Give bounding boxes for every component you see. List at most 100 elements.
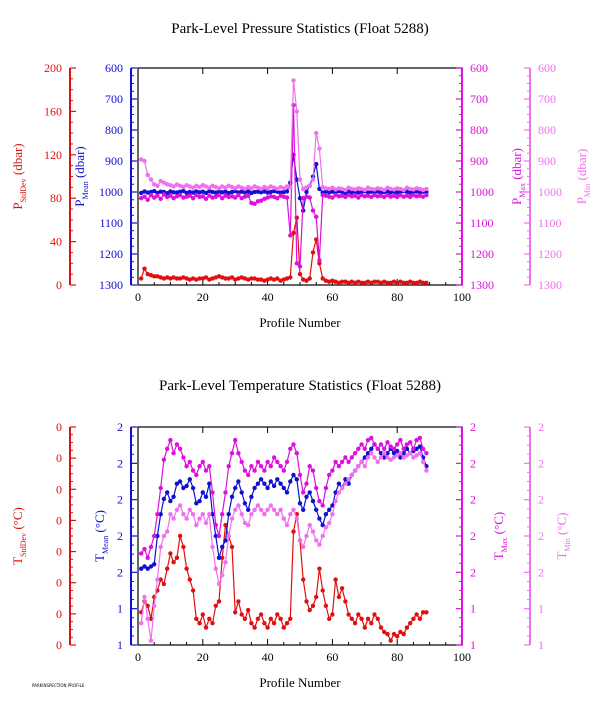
data-point-min xyxy=(375,459,380,465)
data-point-min xyxy=(333,498,338,504)
data-point-mean xyxy=(349,190,354,195)
data-point-max xyxy=(177,446,183,451)
axis-label-main: P xyxy=(509,198,524,205)
data-point-mean xyxy=(288,479,293,484)
chart-panel-2: Park-Level Temperature Statistics (Float… xyxy=(10,378,572,690)
data-point-min xyxy=(417,451,423,456)
data-point-max xyxy=(233,437,238,443)
data-point-min xyxy=(378,455,384,460)
data-point-max xyxy=(148,544,154,550)
data-point-max xyxy=(168,193,173,198)
data-point-max xyxy=(408,440,413,445)
data-point-max xyxy=(301,490,306,495)
data-point-min xyxy=(346,477,351,482)
data-point-stddev xyxy=(145,271,150,277)
y-axis-label-stddev: PStdDev (dbar) xyxy=(10,143,28,209)
data-point-max xyxy=(352,451,358,456)
data-point-min xyxy=(216,581,222,587)
axis-label-main: T xyxy=(554,552,569,560)
data-point-stddev xyxy=(249,621,254,626)
data-point-mean xyxy=(177,189,183,194)
data-point-stddev xyxy=(388,638,393,643)
data-point-min xyxy=(236,184,241,189)
series-max xyxy=(139,435,429,560)
data-point-min xyxy=(414,186,419,191)
data-point-stddev xyxy=(417,616,423,621)
data-point-stddev xyxy=(391,631,397,637)
data-point-stddev xyxy=(301,577,306,582)
data-point-max xyxy=(333,459,338,465)
data-point-min xyxy=(139,157,144,162)
data-point-min xyxy=(317,146,322,151)
data-point-max xyxy=(226,464,231,469)
data-point-min xyxy=(145,172,150,178)
axis-label-main: P xyxy=(72,200,87,207)
data-point-min xyxy=(161,180,167,185)
data-point-min xyxy=(362,187,367,193)
data-point-min xyxy=(288,512,293,517)
data-point-max xyxy=(252,201,257,206)
series-mean xyxy=(139,442,429,571)
data-point-stddev xyxy=(317,261,322,266)
y-tick-label-max: 1300 xyxy=(470,278,494,292)
data-point-max xyxy=(284,459,290,465)
data-point-max xyxy=(233,195,238,200)
y-tick-label-min: 1 xyxy=(538,638,544,652)
axis-label-sub: Min xyxy=(583,184,592,197)
data-point-mean xyxy=(398,455,403,460)
data-point-stddev xyxy=(268,276,273,281)
data-point-max xyxy=(139,196,144,201)
data-point-max xyxy=(246,472,251,478)
data-point-stddev xyxy=(281,625,286,630)
data-point-mean xyxy=(220,190,225,195)
data-point-mean xyxy=(417,444,423,449)
data-point-stddev xyxy=(359,616,364,621)
series-min xyxy=(139,451,429,643)
data-point-min xyxy=(414,453,419,458)
data-point-stddev xyxy=(284,621,290,626)
data-point-mean xyxy=(158,512,163,517)
data-point-stddev xyxy=(220,555,225,560)
data-point-min xyxy=(171,184,176,189)
data-point-min xyxy=(294,109,299,114)
y-tick-label-stddev: 0 xyxy=(56,545,62,559)
y-tick-label-min: 900 xyxy=(538,154,556,168)
data-point-stddev xyxy=(320,276,325,281)
data-point-mean xyxy=(161,496,167,502)
data-point-mean xyxy=(223,538,228,543)
data-point-stddev xyxy=(365,616,371,621)
data-point-mean xyxy=(252,485,257,491)
data-point-min xyxy=(365,185,371,190)
data-point-min xyxy=(258,507,264,512)
data-point-max xyxy=(268,194,273,199)
data-point-max xyxy=(395,194,400,200)
data-point-stddev xyxy=(382,279,387,284)
data-point-min xyxy=(246,522,251,528)
axis-label-unit: (°C) xyxy=(92,510,107,536)
data-point-mean xyxy=(139,566,144,571)
data-point-stddev xyxy=(246,607,251,613)
data-point-min xyxy=(356,464,361,469)
data-point-max xyxy=(207,193,212,198)
data-point-min xyxy=(307,522,312,528)
data-point-min xyxy=(275,186,280,192)
data-point-min xyxy=(190,512,196,517)
data-point-mean xyxy=(233,485,238,491)
data-point-stddev xyxy=(304,599,309,604)
data-point-min xyxy=(252,507,257,512)
data-point-mean xyxy=(207,481,212,486)
y-tick-label-min: 1100 xyxy=(538,216,562,230)
data-point-max xyxy=(184,464,189,469)
data-point-max xyxy=(142,194,147,199)
data-point-mean xyxy=(187,477,192,482)
data-point-stddev xyxy=(301,277,306,282)
data-point-stddev xyxy=(310,603,316,608)
series-min xyxy=(139,78,429,193)
data-point-min xyxy=(424,186,429,192)
data-point-max xyxy=(291,442,296,447)
data-point-min xyxy=(284,522,290,528)
y-tick-label-max: 2 xyxy=(470,493,476,507)
y-tick-label-stddev: 0 xyxy=(56,451,62,465)
data-point-max xyxy=(288,233,293,238)
data-point-mean xyxy=(314,161,319,167)
